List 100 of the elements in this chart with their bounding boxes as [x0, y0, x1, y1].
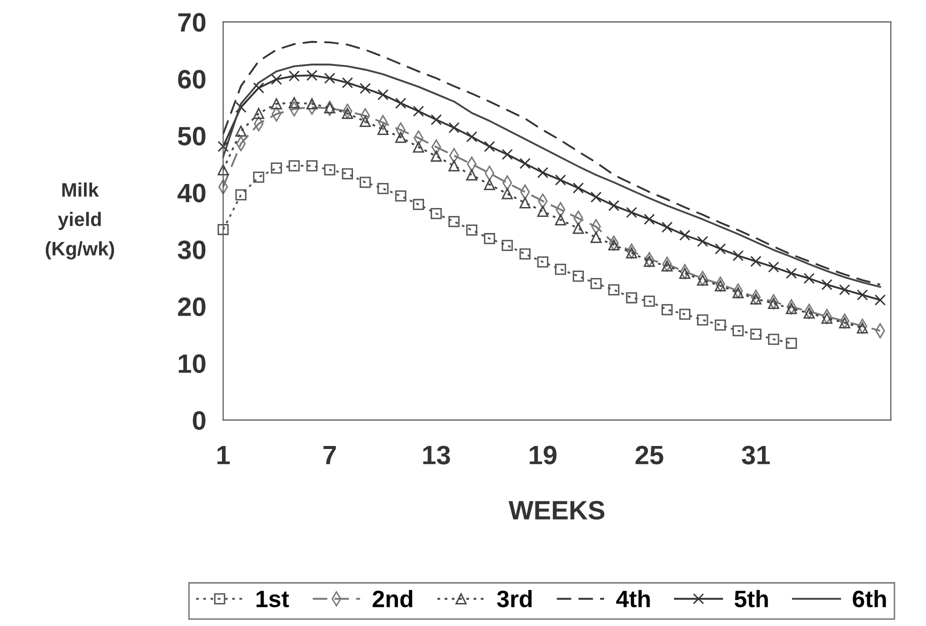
point: [697, 236, 708, 248]
point: [662, 222, 673, 233]
point: [395, 132, 406, 143]
point: [288, 160, 300, 172]
point: [466, 131, 478, 142]
point: [750, 328, 762, 340]
point: [572, 222, 584, 234]
x-tick-label: 25: [636, 446, 664, 464]
point: [804, 272, 815, 284]
point: [360, 116, 371, 127]
point: [697, 314, 708, 326]
point: [253, 82, 264, 94]
point: [377, 183, 389, 194]
point: [750, 256, 762, 267]
point: [377, 124, 389, 135]
point: [484, 179, 496, 190]
point: [288, 97, 300, 108]
point: [448, 216, 460, 228]
legend-label: 3rd: [497, 590, 532, 608]
point: [537, 256, 548, 268]
point: [270, 74, 282, 85]
point: [484, 140, 496, 152]
point: [342, 108, 354, 120]
point: [412, 106, 424, 117]
point: [270, 162, 282, 174]
point: [786, 338, 797, 349]
point: [590, 232, 602, 244]
point: [218, 164, 229, 176]
point: [626, 206, 638, 218]
point: [466, 224, 478, 236]
point: [430, 150, 442, 162]
point: [448, 122, 460, 134]
y-tick-label: 70: [178, 13, 206, 32]
point: [412, 198, 424, 210]
point: [874, 294, 886, 306]
point: [412, 141, 424, 153]
point: [235, 189, 246, 200]
point: [324, 72, 336, 84]
y-tick-label: 20: [178, 297, 206, 316]
point: [253, 172, 264, 183]
y-tick-label: 30: [178, 240, 206, 260]
point: [306, 98, 318, 110]
point: [608, 239, 620, 250]
point: [572, 182, 584, 194]
point: [466, 169, 478, 180]
point: [608, 284, 620, 296]
point: [590, 278, 602, 290]
x-axis-title: WEEKS: [508, 500, 604, 520]
point: [714, 243, 726, 254]
point: [218, 224, 229, 236]
point: [572, 270, 584, 282]
point: [786, 268, 797, 279]
point: [554, 264, 566, 275]
point: [608, 200, 620, 212]
y-tick-label: 60: [178, 70, 206, 89]
point: [448, 160, 460, 172]
point: [786, 303, 797, 314]
point: [679, 230, 690, 241]
y-tick-label: 0: [192, 411, 206, 430]
point: [395, 98, 406, 109]
legend-label: 6th: [852, 590, 886, 608]
point: [484, 233, 496, 244]
point: [662, 260, 673, 272]
point: [235, 102, 246, 113]
point: [554, 174, 566, 186]
y-tick-label: 40: [178, 184, 206, 202]
x-tick-label: 31: [742, 446, 770, 464]
point: [502, 148, 513, 160]
point: [324, 102, 336, 114]
point: [537, 167, 548, 178]
x-tick-label: 1: [217, 446, 230, 464]
point: [732, 287, 744, 298]
point: [626, 247, 638, 258]
point: [856, 289, 868, 300]
point: [253, 108, 264, 120]
point: [377, 89, 389, 100]
point: [519, 248, 531, 260]
point: [626, 292, 638, 304]
point: [288, 70, 300, 82]
point: [821, 279, 832, 290]
point: [306, 70, 318, 81]
point: [839, 284, 850, 296]
point: [430, 114, 442, 126]
point: [644, 296, 655, 307]
legend-label: 2nd: [372, 590, 412, 608]
x-tick-label: 7: [324, 446, 336, 464]
point: [768, 261, 780, 273]
point: [679, 308, 690, 320]
legend-label: 5th: [734, 590, 768, 608]
point: [360, 176, 371, 188]
x-tick-label: 19: [530, 446, 556, 464]
point: [324, 164, 336, 176]
point: [218, 140, 229, 152]
point: [554, 214, 566, 226]
y-axis-title: Milk yield (Kg/wk): [46, 182, 114, 260]
point: [342, 168, 354, 180]
point: [768, 298, 780, 310]
legend-label: 1st: [256, 590, 289, 608]
point: [697, 274, 708, 286]
point: [714, 280, 726, 292]
